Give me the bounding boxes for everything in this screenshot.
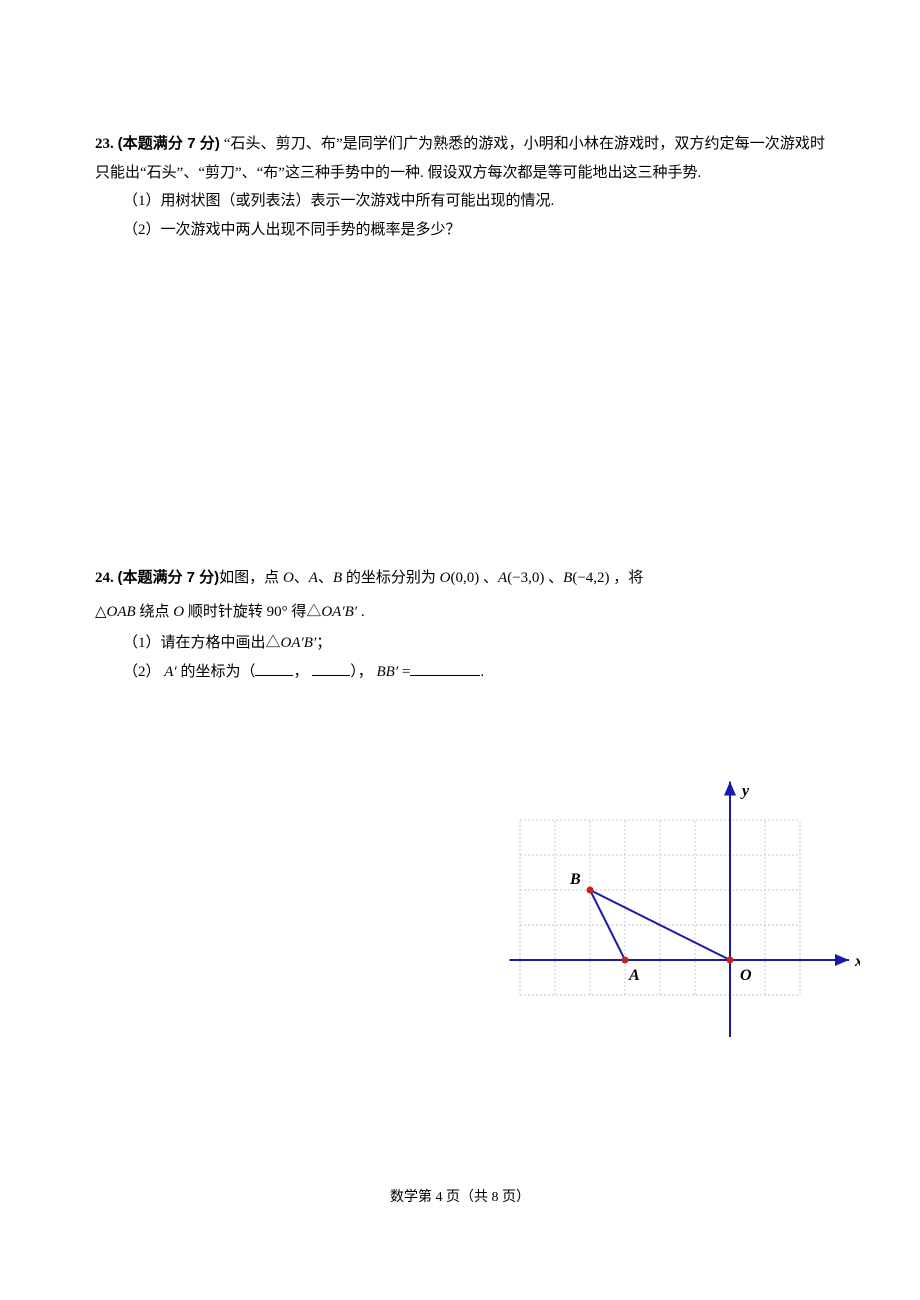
q24-stem-line1: 24. (本题满分 7 分)如图，点 O、A、B 的坐标分别为 O(0,0) 、… [95,560,825,596]
q23-part2: （2）一次游戏中两人出现不同手势的概率是多少？ [95,216,825,245]
q23-stem: 23. (本题满分 7 分) “石头、剪刀、布”是同学们广为熟悉的游戏，小明和小… [95,130,825,187]
question-24: 24. (本题满分 7 分)如图，点 O、A、B 的坐标分别为 O(0,0) 、… [95,560,825,686]
q24-score: (本题满分 7 分) [118,569,220,586]
q23-score: (本题满分 7 分) [118,135,220,152]
svg-text:A: A [628,967,640,984]
svg-text:x: x [854,953,860,970]
page-footer: 数学第 4 页（共 8 页） [0,1185,920,1212]
question-23: 23. (本题满分 7 分) “石头、剪刀、布”是同学们广为熟悉的游戏，小明和小… [95,130,825,244]
q24-number: 24. [95,570,114,586]
q23-number: 23. [95,136,114,152]
q24-part1: （1）请在方格中画出△OA′B′； [95,629,825,658]
blank-bb [410,659,480,676]
svg-text:B: B [569,871,581,888]
q23-part1: （1）用树状图（或列表法）表示一次游戏中所有可能出现的情况. [95,187,825,216]
blank-a-x [255,659,293,676]
coordinate-diagram: O A Bx y [480,760,860,1050]
diagram-svg: O A Bx y [480,760,860,1050]
q24-stem-line2: △OAB 绕点 O 顺时针旋转 90° 得△OA′B′ . [95,596,825,629]
spacer [95,280,825,560]
q24-part2: （2） A′ 的坐标为（， ）， BB′ =. [95,658,825,687]
svg-text:O: O [740,967,752,984]
blank-a-y [312,659,350,676]
svg-text:y: y [740,783,750,800]
